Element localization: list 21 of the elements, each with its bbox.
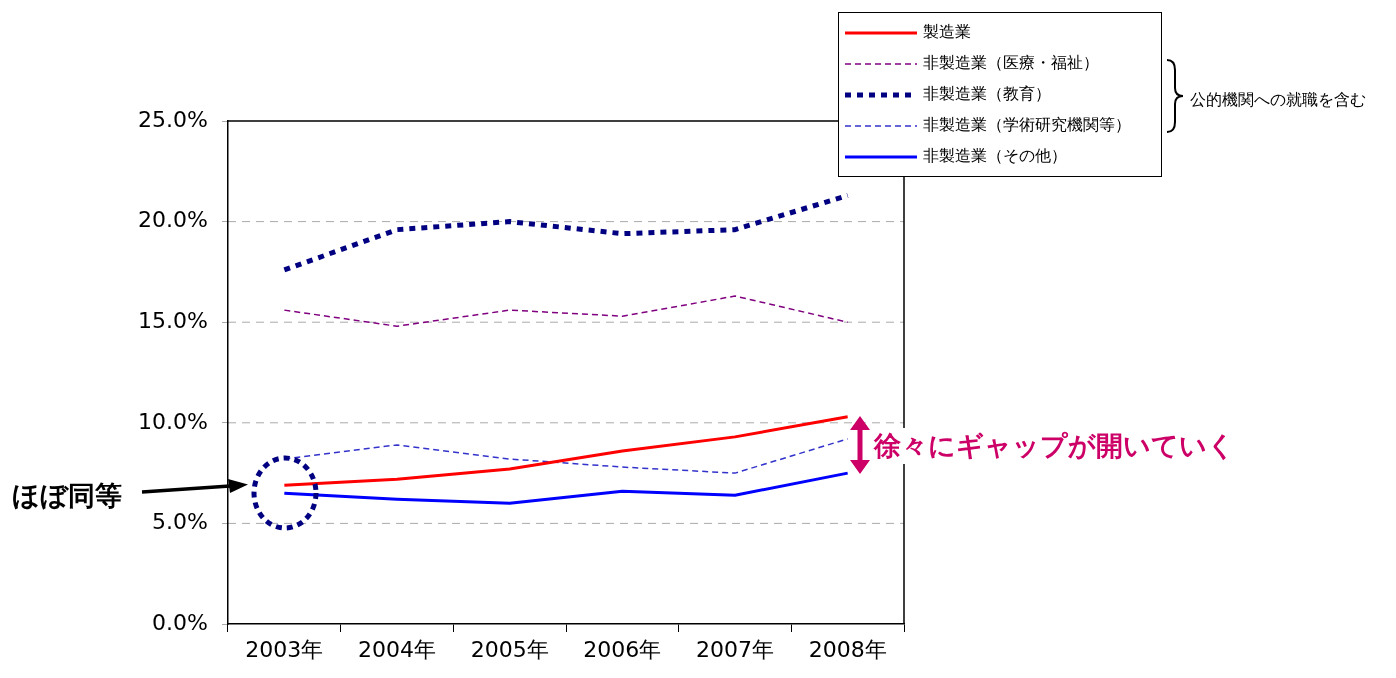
text: 公的機関への就職を含む [1190,90,1366,111]
text: ほぼ同等 [12,479,122,513]
legend-label: 非製造業（医療・福祉） [923,53,1099,74]
legend-label: 非製造業（その他） [923,146,1067,167]
x-tick-label: 2007年 [696,636,774,662]
legend-label: 非製造業（教育） [923,84,1051,105]
line-series [283,295,849,327]
y-tick-label: 5.0% [152,509,208,535]
legend-label: 非製造業（学術研究機関等） [923,115,1131,136]
x-tick-label: 2008年 [808,636,887,662]
y-tick-label: 10.0% [138,408,208,434]
x-tick-label: 2003年 [245,636,324,662]
y-tick-label: 0.0% [152,609,208,635]
y-tick-label: 15.0% [138,307,208,333]
x-tick-label: 2005年 [470,636,549,662]
y-tick-label: 25.0% [138,106,208,132]
annotation: 徐々にギャップが開いていく [874,428,1235,464]
x-tick-label: 2006年 [583,636,662,662]
y-tick-label: 20.0% [138,207,208,233]
x-tick-label: 2004年 [358,636,436,662]
legend-label: 製造業 [923,22,971,43]
